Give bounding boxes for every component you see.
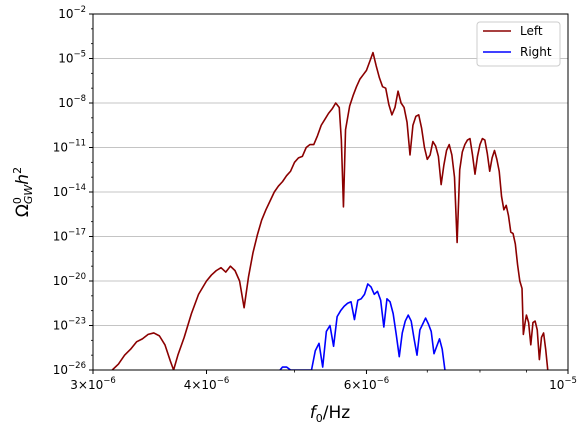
y-tick-label: 10−11 — [53, 139, 86, 155]
x-tick-label: 10−5 — [549, 376, 577, 392]
legend: Left Right — [476, 21, 561, 67]
y-tick-label: 10−14 — [53, 183, 86, 199]
tick-layer: 10−2 10−5 10−8 10−11 10−14 10−17 10−20 10−23 10−… — [53, 5, 577, 392]
y-tick-label: 10−2 — [58, 5, 86, 21]
series-layer — [111, 51, 549, 370]
y-tick-label: 10−5 — [58, 50, 86, 66]
legend-box — [476, 21, 561, 67]
y-tick-label: 10−23 — [53, 317, 86, 333]
y-tick-label: 10−26 — [53, 361, 86, 377]
series-line-left — [111, 51, 549, 370]
grid-lines — [93, 13, 568, 371]
legend-label-right: Right — [520, 45, 552, 59]
y-tick-label: 10−8 — [58, 94, 86, 110]
x-tick-label: 4×10−6 — [184, 376, 230, 392]
legend-label-left: Left — [520, 24, 543, 38]
x-tick-label: 3×10−6 — [70, 376, 116, 392]
x-tick-label: 6×10−6 — [344, 376, 390, 392]
y-tick-label: 10−20 — [53, 272, 86, 288]
y-axis-label: Ω0GWh2 — [11, 167, 35, 217]
x-axis-label: f0/Hz — [310, 403, 351, 423]
series-line-right — [279, 283, 446, 370]
y-tick-label: 10−17 — [53, 228, 86, 244]
